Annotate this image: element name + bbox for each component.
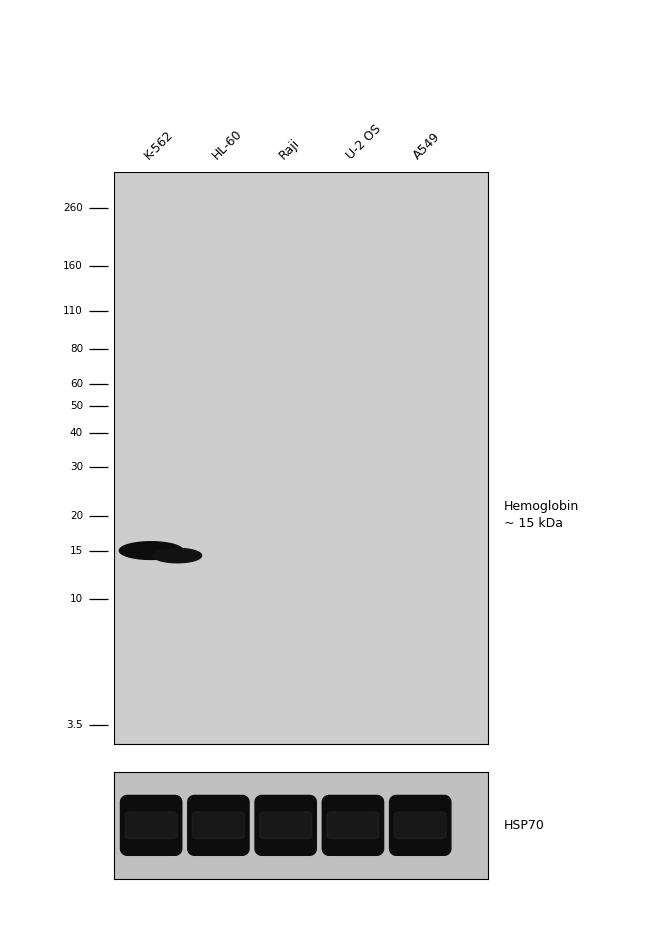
Text: 160: 160 — [63, 261, 83, 272]
Polygon shape — [188, 795, 249, 856]
Text: K-562: K-562 — [142, 128, 176, 163]
Text: Raji: Raji — [276, 137, 302, 163]
Text: 60: 60 — [70, 379, 83, 389]
Polygon shape — [389, 795, 451, 856]
Text: 80: 80 — [70, 344, 83, 354]
Polygon shape — [153, 549, 202, 563]
Polygon shape — [120, 542, 183, 560]
Text: 260: 260 — [63, 203, 83, 213]
Text: ~ 15 kDa: ~ 15 kDa — [504, 517, 563, 530]
Polygon shape — [259, 812, 312, 839]
Polygon shape — [192, 812, 244, 839]
Polygon shape — [322, 795, 383, 856]
Polygon shape — [327, 812, 379, 839]
Text: 15: 15 — [70, 546, 83, 555]
Text: U-2 OS: U-2 OS — [344, 123, 384, 163]
Text: HL-60: HL-60 — [209, 127, 244, 163]
Text: 40: 40 — [70, 428, 83, 438]
Text: 20: 20 — [70, 511, 83, 521]
Text: 10: 10 — [70, 594, 83, 604]
Polygon shape — [125, 812, 177, 839]
Text: 50: 50 — [70, 401, 83, 411]
Text: HSP70: HSP70 — [504, 819, 545, 831]
Polygon shape — [120, 795, 182, 856]
Polygon shape — [255, 795, 317, 856]
Polygon shape — [394, 812, 447, 839]
Text: Hemoglobin: Hemoglobin — [504, 500, 579, 513]
Text: 110: 110 — [63, 306, 83, 316]
Text: 3.5: 3.5 — [66, 721, 83, 730]
Text: A549: A549 — [411, 130, 443, 163]
Text: 30: 30 — [70, 462, 83, 472]
